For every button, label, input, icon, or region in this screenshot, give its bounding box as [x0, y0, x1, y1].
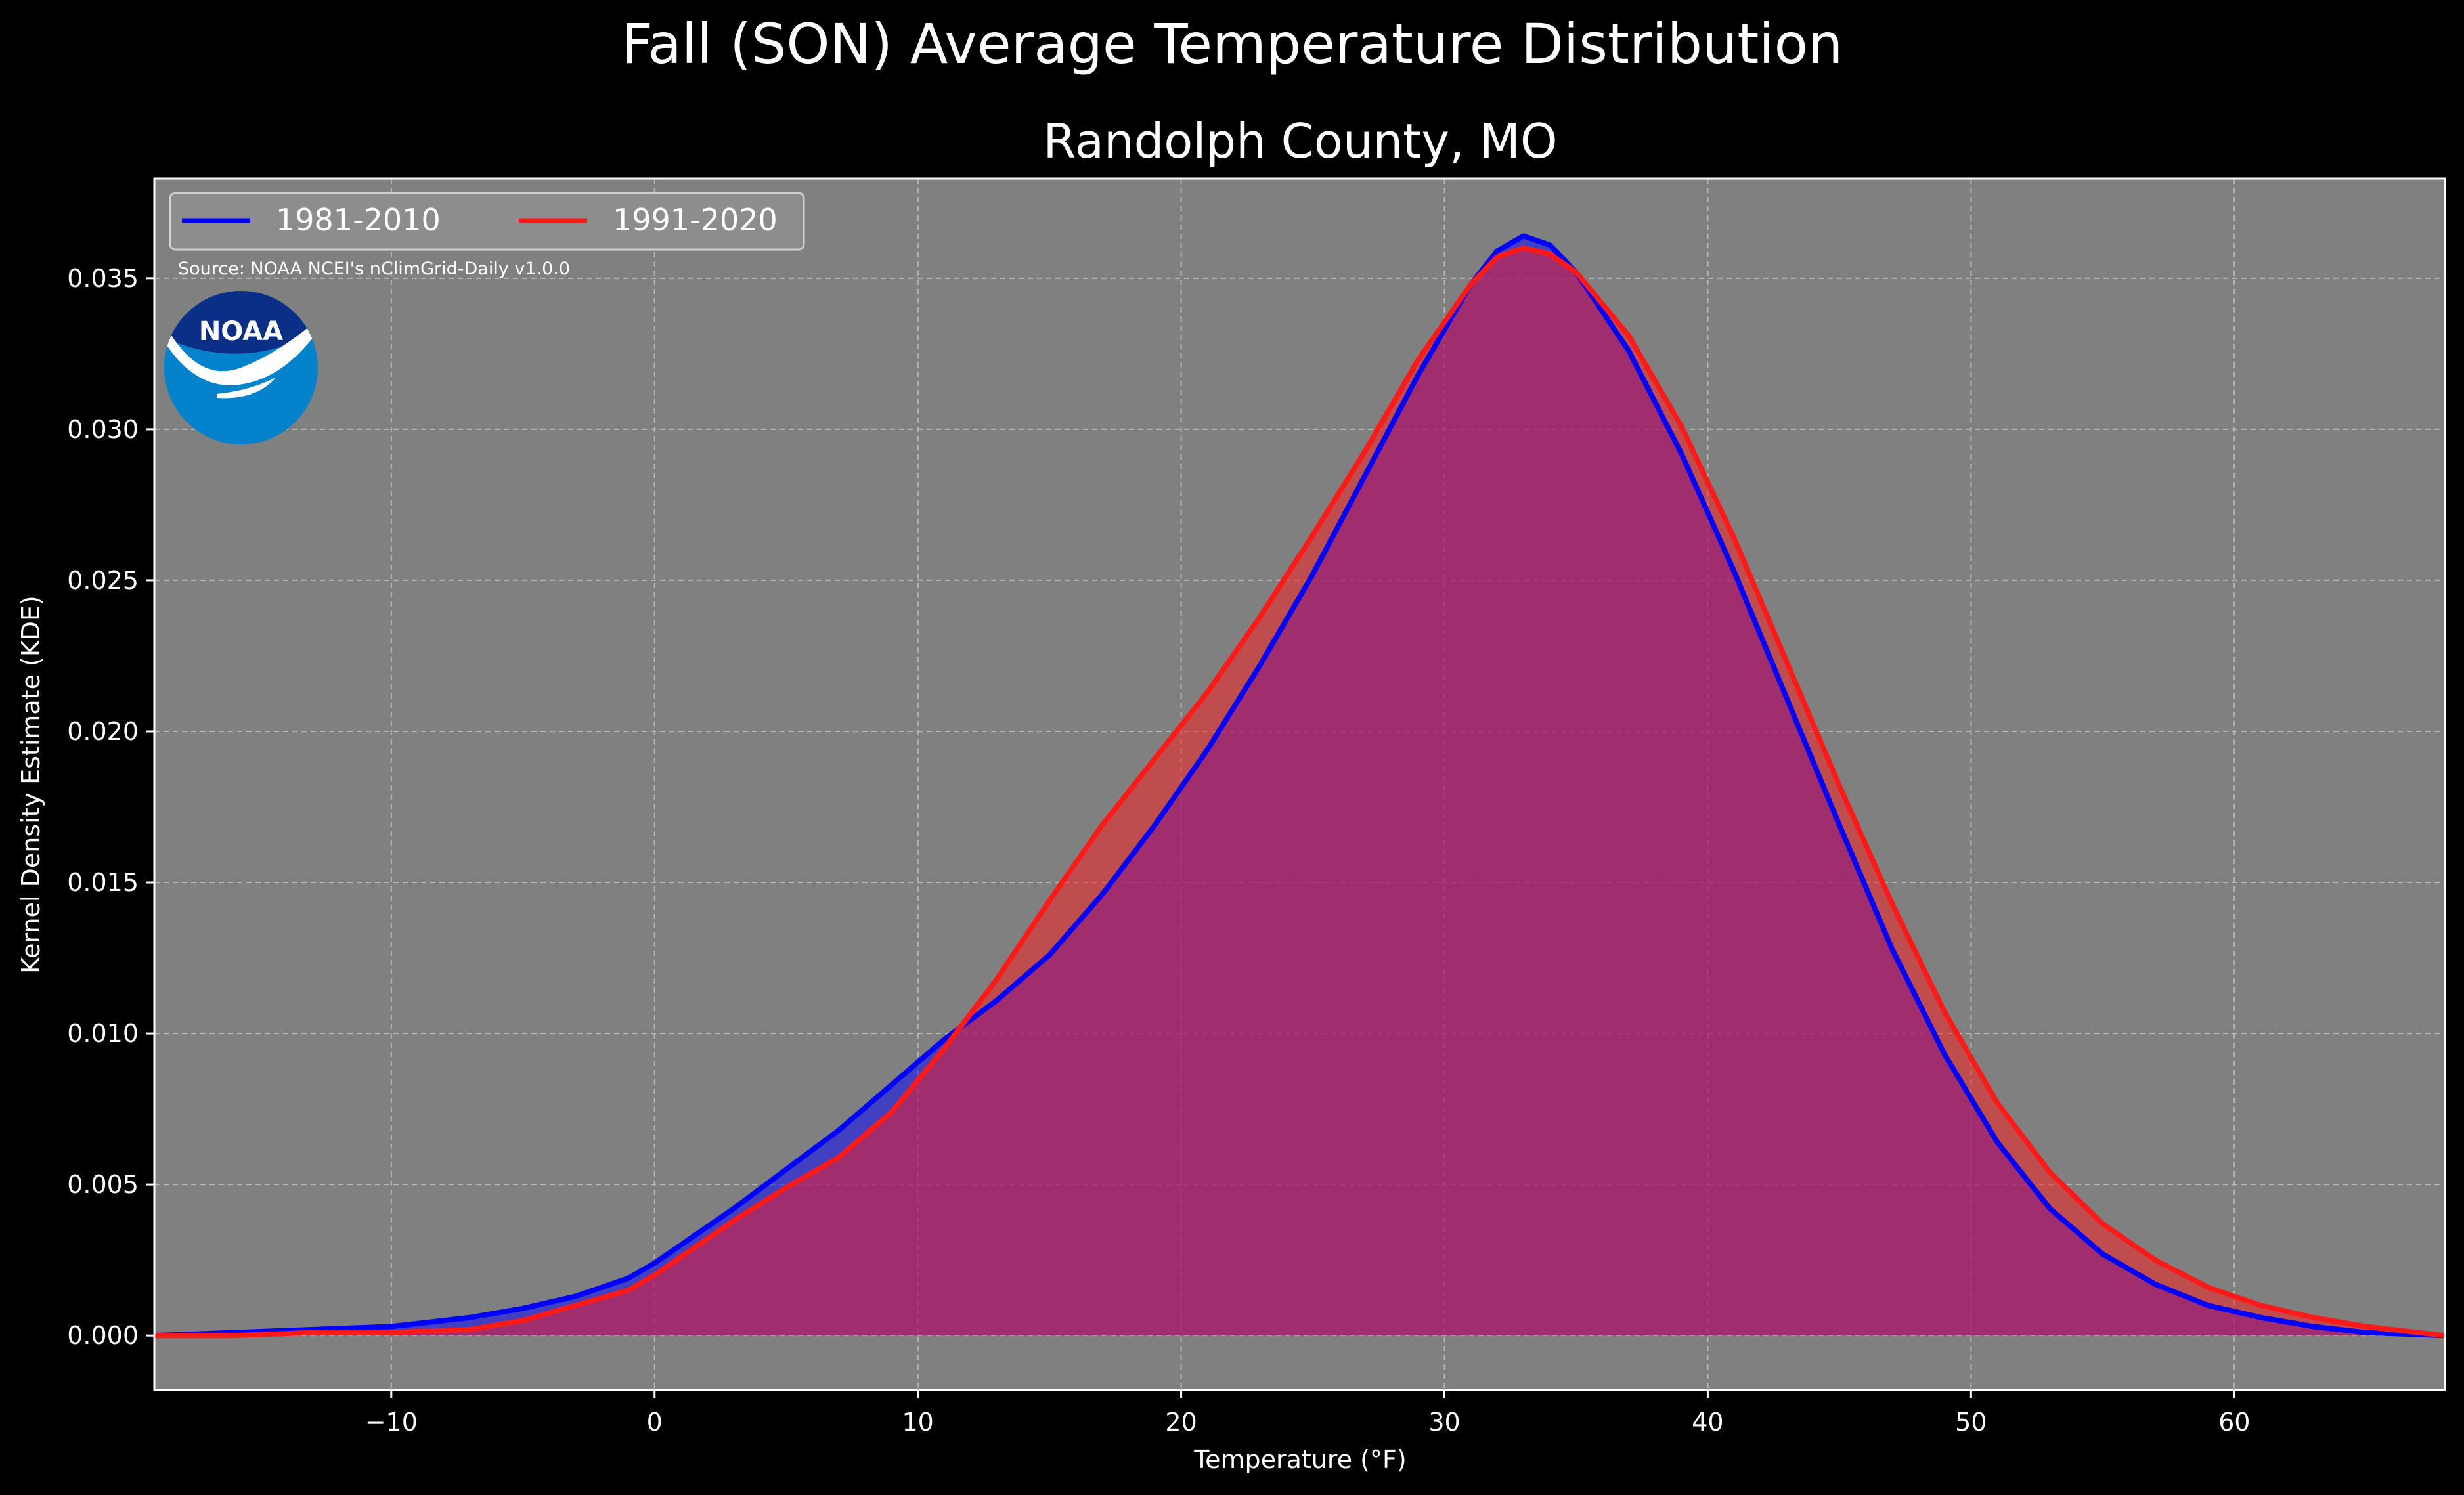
x-tick-label: 30: [1428, 1408, 1460, 1437]
logo-bird-wing: [164, 322, 315, 385]
y-tick-label: 0.005: [67, 1170, 139, 1199]
x-tick-label: 10: [902, 1408, 933, 1437]
density-areas: [154, 236, 2445, 1336]
source-note: Source: NOAA NCEI's nClimGrid-Daily v1.0…: [178, 259, 570, 279]
y-tick-label: 0.035: [67, 264, 139, 293]
y-tick-label: 0.010: [67, 1019, 139, 1048]
legend-box: [169, 192, 805, 251]
x-axis-label: Temperature (°F): [1193, 1445, 1406, 1474]
y-tick-label: 0.020: [67, 717, 139, 746]
density-area-1991-2020: [154, 248, 2445, 1336]
x-tick-label: 40: [1692, 1408, 1723, 1437]
y-tick-label: 0.000: [67, 1321, 139, 1350]
legend-label-1991-2020: 1991-2020: [613, 202, 778, 238]
figure-title: Fall (SON) Average Temperature Distribut…: [621, 12, 1843, 76]
x-tick-label: 60: [2218, 1408, 2250, 1437]
x-tick-label: 50: [1955, 1408, 1987, 1437]
x-tick-label: 20: [1165, 1408, 1197, 1437]
density-line-1981-2010: [154, 233, 2446, 1339]
legend-label-1981-2010: 1981-2010: [276, 202, 441, 238]
density-line-1991-2020: [154, 245, 2446, 1339]
plot-frame: [153, 177, 2446, 1391]
y-axis-label: Kernel Density Estimate (KDE): [16, 596, 45, 974]
x-axis: −10 0 10 20 30 40 50 60: [365, 1390, 2250, 1437]
density-lines: [154, 233, 2446, 1339]
logo-bird-tail: [217, 378, 276, 399]
x-tick-label: −10: [365, 1408, 418, 1437]
y-axis: 0.000 0.005 0.010 0.015 0.020 0.025 0.030 0.035: [67, 264, 154, 1350]
legend: 1981-2010 1991-2020: [169, 192, 805, 251]
x-tick-label: 0: [647, 1408, 663, 1437]
logo-text: NOAA: [199, 316, 283, 347]
y-tick-label: 0.030: [67, 415, 139, 444]
y-tick-label: 0.025: [67, 566, 139, 595]
chart-title: Randolph County, MO: [1043, 114, 1557, 169]
y-tick-label: 0.015: [67, 868, 139, 897]
